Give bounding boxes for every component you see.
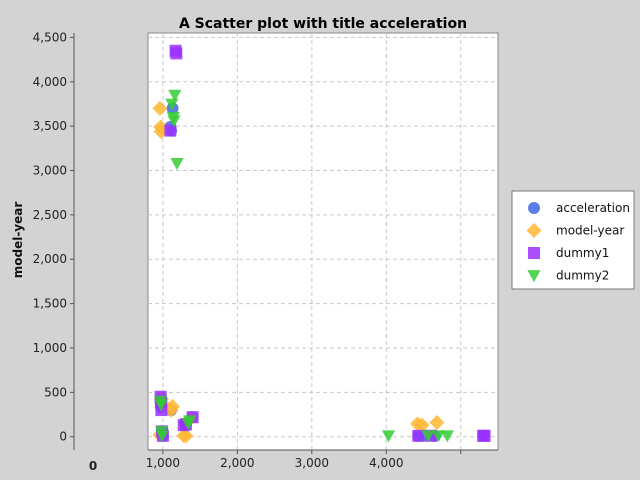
y-tick-label: 500 [44,385,67,399]
point-dummy2 [154,399,168,412]
x-extra-tick-label: 0 [89,459,97,473]
x-axis: 1,000 2,000 3,000 4,000 [146,449,498,470]
series-dummy2 [154,89,454,443]
x-tick-label: 4,000 [369,456,403,470]
legend-marker-dummy2 [527,270,541,283]
y-tick-label: 4,500 [33,30,67,44]
point-model-year [429,414,445,430]
point-dummy2 [181,417,195,430]
legend-marker-model-year [526,223,542,238]
x-tick-label: 1,000 [146,456,180,470]
chart-title: A Scatter plot with title acceleration [179,16,467,32]
y-tick-label: 2,500 [33,208,67,222]
legend: acceleration model-year dummy1 dummy2 [511,190,635,290]
point-dummy2 [421,430,435,443]
point-model-year [414,417,430,433]
y-axis: 0 500 1,000 1,500 2,000 2,500 3,000 3,500 4,000 4… [33,30,75,450]
point-model-year [178,428,194,444]
point-dummy2 [168,89,182,102]
point-dummy2 [431,430,446,443]
y-tick-label: 2,000 [33,252,67,266]
y-tick-label: 0 [59,430,67,444]
y-tick-label: 4,000 [33,75,67,89]
point-dummy1 [164,124,177,137]
x-tick-label: 2,000 [220,456,254,470]
x-tick-label: 3,000 [295,456,329,470]
plot-area [147,32,499,451]
point-dummy2 [165,98,179,111]
point-dummy2 [167,115,181,128]
legend-marker-dummy1 [528,247,540,259]
grid-lines [148,33,498,450]
legend-label: acceleration [556,201,630,215]
y-tick-label: 1,000 [33,341,67,355]
point-dummy2 [440,430,454,443]
point-dummy2 [381,430,396,443]
legend-marker-acceleration [528,202,540,214]
data-points [152,44,491,444]
point-dummy1 [478,429,491,442]
legend-label: dummy2 [556,269,609,283]
legend-label: model-year [556,224,624,238]
legend-label: dummy1 [556,246,609,260]
point-dummy1 [170,47,183,60]
y-tick-label: 3,000 [33,164,67,178]
point-model-year [152,100,168,116]
point-dummy2 [170,158,184,171]
point-dummy1 [412,429,425,442]
y-tick-label: 1,500 [33,297,67,311]
y-tick-label: 3,500 [33,119,67,133]
point-dummy2 [155,430,169,443]
y-axis-label: model-year [11,202,25,279]
